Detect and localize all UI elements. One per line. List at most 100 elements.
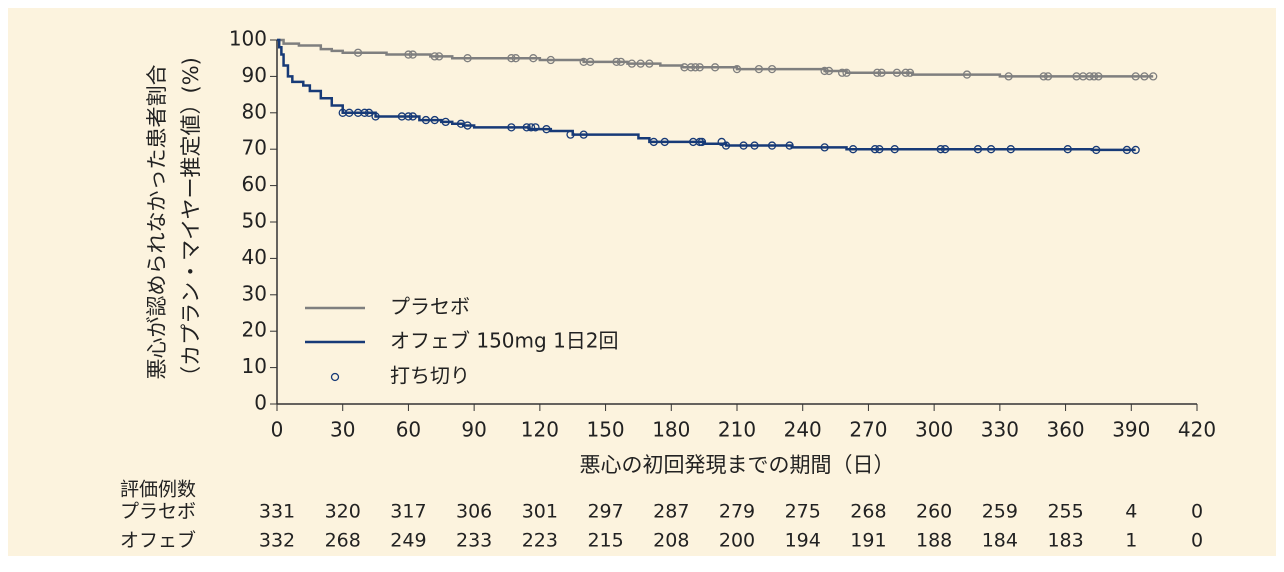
censor-mark xyxy=(421,115,431,125)
censor-mark xyxy=(848,145,858,154)
legend-censor-symbol xyxy=(330,372,340,382)
y-tick-label: 50 xyxy=(242,209,267,233)
censor-mark xyxy=(986,145,996,154)
risk-count: 194 xyxy=(785,530,821,552)
censor-mark xyxy=(463,121,472,130)
censor-mark xyxy=(877,68,886,77)
risk-count: 191 xyxy=(850,530,886,552)
censor-mark xyxy=(507,123,516,132)
censor-mark xyxy=(1089,72,1099,81)
censor-mark xyxy=(697,137,707,147)
x-tick-label: 60 xyxy=(396,418,421,442)
risk-count: 268 xyxy=(850,501,886,523)
y-tick-label: 70 xyxy=(242,136,267,160)
censor-mark xyxy=(820,143,829,152)
y-axis-label: （カプラン・マイヤー推定値）(%) xyxy=(179,57,203,387)
censor-mark xyxy=(627,59,637,68)
censor-mark xyxy=(511,54,520,63)
censor-mark xyxy=(660,137,669,147)
censor-mark xyxy=(1131,145,1140,155)
x-axis-label: 悪心の初回発現までの期間（日） xyxy=(580,453,895,477)
km-curve xyxy=(277,38,1136,152)
censor-mark xyxy=(1063,145,1072,154)
censor-mark xyxy=(360,108,369,117)
x-tick-label: 240 xyxy=(784,418,822,442)
risk-count: 259 xyxy=(982,501,1018,523)
censor-mark xyxy=(732,64,742,74)
y-tick-label: 0 xyxy=(254,391,267,415)
censor-mark xyxy=(529,54,538,63)
censor-mark xyxy=(837,68,847,77)
risk-count: 208 xyxy=(653,530,689,552)
censor-mark xyxy=(875,145,884,154)
risk-count: 215 xyxy=(587,530,623,552)
censor-mark xyxy=(870,145,880,154)
risk-count: 200 xyxy=(719,530,755,552)
risk-count: 223 xyxy=(522,530,558,552)
censor-mark xyxy=(463,54,472,63)
censor-mark xyxy=(404,112,413,121)
risk-count: 287 xyxy=(653,501,689,523)
censor-mark xyxy=(434,52,444,61)
x-tick-label: 420 xyxy=(1178,418,1216,442)
risk-count: 275 xyxy=(785,501,821,523)
risk-count: 0 xyxy=(1191,530,1203,552)
censor-mark xyxy=(873,68,882,77)
censor-mark xyxy=(371,112,380,121)
x-tick-label: 120 xyxy=(521,418,559,442)
risk-count: 260 xyxy=(916,501,952,523)
x-tick-label: 210 xyxy=(718,418,756,442)
x-tick-label: 390 xyxy=(1112,418,1150,442)
censor-mark xyxy=(824,66,834,76)
risk-count: 233 xyxy=(456,530,492,552)
x-tick-label: 300 xyxy=(915,418,953,442)
censor-mark xyxy=(364,108,374,117)
censor-mark xyxy=(408,112,417,121)
censor-mark xyxy=(973,145,983,154)
risk-count: 317 xyxy=(390,501,426,523)
legend-label: プラセボ xyxy=(390,295,470,319)
risk-count: 188 xyxy=(916,530,952,552)
censor-mark xyxy=(686,63,696,72)
censor-mark xyxy=(579,130,588,139)
censor-mark xyxy=(531,123,540,132)
censor-mark xyxy=(542,125,551,134)
censor-mark xyxy=(1149,72,1158,81)
legend-label: 打ち切り xyxy=(390,364,470,388)
risk-count: 1 xyxy=(1125,530,1137,552)
x-tick-label: 270 xyxy=(849,418,887,442)
risk-row-label: プラセボ xyxy=(120,501,196,523)
risk-row-label: オフェブ xyxy=(120,529,196,552)
censor-mark xyxy=(1004,72,1013,81)
risk-count: 255 xyxy=(1047,501,1083,523)
legend-label: オフェブ 150mg 1日2回 xyxy=(390,329,619,353)
y-tick-label: 10 xyxy=(242,354,267,378)
y-tick-label: 100 xyxy=(229,27,267,51)
censor-mark xyxy=(905,68,915,77)
censor-mark xyxy=(691,63,700,72)
censor-mark xyxy=(345,108,354,117)
censor-mark xyxy=(586,57,595,66)
risk-count: 332 xyxy=(259,530,295,552)
censor-mark xyxy=(408,50,417,59)
censor-mark xyxy=(616,57,626,66)
censor-mark xyxy=(767,141,777,150)
y-tick-label: 40 xyxy=(242,245,267,269)
risk-count: 184 xyxy=(982,530,1018,552)
risk-count: 183 xyxy=(1047,530,1083,552)
y-tick-label: 80 xyxy=(242,99,267,123)
risk-count: 331 xyxy=(259,501,295,523)
risk-count: 297 xyxy=(587,501,623,523)
x-tick-label: 0 xyxy=(271,418,284,442)
risk-count: 0 xyxy=(1191,501,1203,523)
censor-mark xyxy=(936,145,945,154)
censor-mark xyxy=(522,123,531,132)
censor-mark xyxy=(441,117,450,127)
censor-mark xyxy=(1094,72,1103,81)
censor-mark xyxy=(612,57,621,66)
censor-mark xyxy=(1039,72,1048,81)
censor-mark xyxy=(566,130,575,139)
risk-count: 279 xyxy=(719,501,755,523)
